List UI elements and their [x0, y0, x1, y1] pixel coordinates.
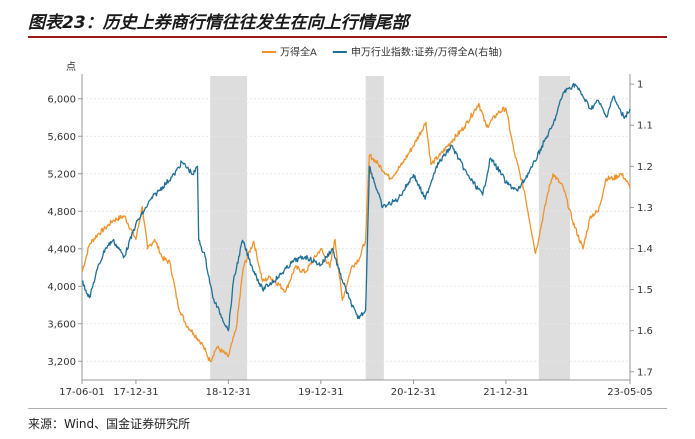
y-right-tick-label: 1.6 — [637, 326, 653, 337]
legend-label: 万得全A — [280, 46, 317, 59]
shaded-period — [538, 76, 570, 380]
x-tick-label: 17-06-01 — [59, 387, 104, 398]
y-left-tick-label: 4,400 — [47, 244, 76, 255]
y-right-tick-label: 1.1 — [637, 121, 653, 132]
y-left-tick-label: 5,600 — [47, 132, 76, 143]
x-tick-label: 19-12-31 — [298, 387, 343, 398]
source-note: 来源：Wind、国金证券研究所 — [28, 417, 191, 431]
x-tick-label: 23-05-05 — [607, 387, 652, 398]
y-right-tick-label: 1.7 — [637, 367, 653, 378]
shaded-periods — [210, 76, 570, 380]
y-left-tick-label: 6,000 — [47, 94, 76, 105]
y-right-tick-label: 1.3 — [637, 203, 653, 214]
x-tick-label: 20-12-31 — [391, 387, 436, 398]
y-right-tick-label: 1.4 — [637, 244, 653, 255]
series-lines — [81, 82, 631, 363]
source-rule — [28, 408, 667, 409]
x-tick-label: 21-12-31 — [483, 387, 528, 398]
y-left-tick-label: 4,000 — [47, 282, 76, 293]
axes: 3,200 3,600 4,000 4,400 4,800 5,200 5,600 6,000… — [47, 61, 653, 398]
legend-label: 申万行业指数:证券/万得全A(右轴) — [351, 46, 502, 59]
shaded-period — [210, 76, 248, 380]
x-tick-label: 18-12-31 — [206, 387, 251, 398]
y-left-tick-label: 4,800 — [47, 207, 76, 218]
y-right-tick-label: 1.5 — [637, 285, 653, 296]
y-left-tick-label: 3,200 — [47, 357, 76, 368]
y-right-tick-label: 1.2 — [637, 162, 653, 173]
gridlines — [82, 98, 630, 362]
series-line-securities-ratio — [81, 82, 631, 332]
y-right-tick-label: 1 — [637, 80, 643, 91]
series-line-wind-a — [81, 102, 631, 363]
y-left-tick-label: 5,200 — [47, 169, 76, 180]
shaded-period — [365, 76, 384, 380]
legend: 万得全A 申万行业指数:证券/万得全A(右轴) — [262, 46, 502, 59]
y-left-unit: 点 — [66, 61, 76, 73]
title-rule — [28, 36, 667, 38]
x-tick-label: 17-12-31 — [113, 387, 158, 398]
y-left-tick-label: 3,600 — [47, 319, 76, 330]
chart-title: 图表23：历史上券商行情往往发生在向上行情尾部 — [28, 13, 409, 33]
